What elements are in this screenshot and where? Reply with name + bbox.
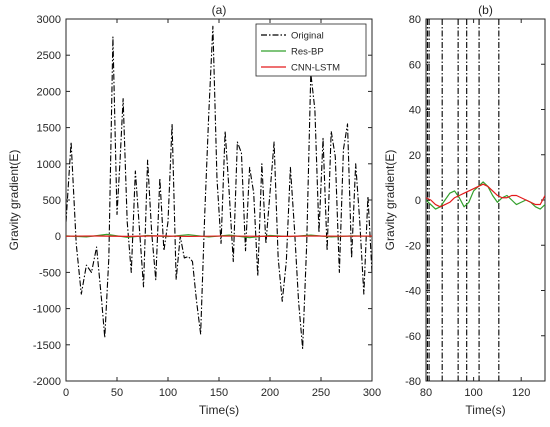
y-tick-label: 2000 [37,86,61,98]
y-axis-title: Gravity gradient(E) [383,150,397,251]
panel-1: 80 100 120 -80 -60 -40 -20 0 20 40 60 80 (b) Time(s) G… [383,3,546,417]
plot-area [426,19,545,381]
x-tick-label: 80 [420,387,432,399]
y-tick-label: 3000 [37,14,61,26]
y-tick-label: -1500 [33,340,61,352]
y-tick-label: -80 [405,376,421,388]
y-tick-label: -2000 [33,376,61,388]
y-tick-label: -40 [405,286,421,298]
y-tick-label: 80 [409,14,421,26]
series-line-original [66,25,372,349]
series-line-cnn-lstm [426,183,545,208]
y-tick-label: 60 [409,59,421,71]
x-axis-title: Time(s) [465,403,505,417]
x-tick-label: 0 [63,387,69,399]
x-tick-label: 100 [159,387,177,399]
y-tick-label: 1000 [37,159,61,171]
panel-title: (a) [212,3,227,17]
y-tick-label: 2500 [37,50,61,62]
y-tick-label: 1500 [37,123,61,135]
y-tick-label: 20 [409,150,421,162]
series-line-cnn-lstm [66,235,372,238]
y-tick-label: -20 [405,240,421,252]
y-tick-label: -500 [39,267,61,279]
panel-0: 0 50 100 150 200 250 300 -2000 -1500 -1000 -500 0 50… [7,3,381,417]
y-tick-label: 40 [409,105,421,117]
x-tick-label: 120 [512,387,530,399]
legend-label: Res-BP [291,47,324,58]
y-tick-label: -60 [405,331,421,343]
x-tick-label: 150 [210,387,228,399]
legend-label: CNN-LSTM [291,63,340,74]
y-tick-label: -1000 [33,304,61,316]
series-line-res-bp [426,181,545,210]
y-tick-label: 500 [43,195,61,207]
x-axis-title: Time(s) [199,403,239,417]
y-tick-label: 0 [415,195,421,207]
legend-label: Original [291,31,324,42]
y-axis-title: Gravity gradient(E) [7,150,21,251]
x-tick-label: 300 [363,387,381,399]
y-tick-label: 0 [55,231,61,243]
x-tick-label: 200 [261,387,279,399]
plot-area [66,25,372,349]
panel-title: (b) [478,3,493,17]
x-tick-label: 250 [312,387,330,399]
x-tick-label: 50 [111,387,123,399]
x-tick-label: 100 [464,387,482,399]
